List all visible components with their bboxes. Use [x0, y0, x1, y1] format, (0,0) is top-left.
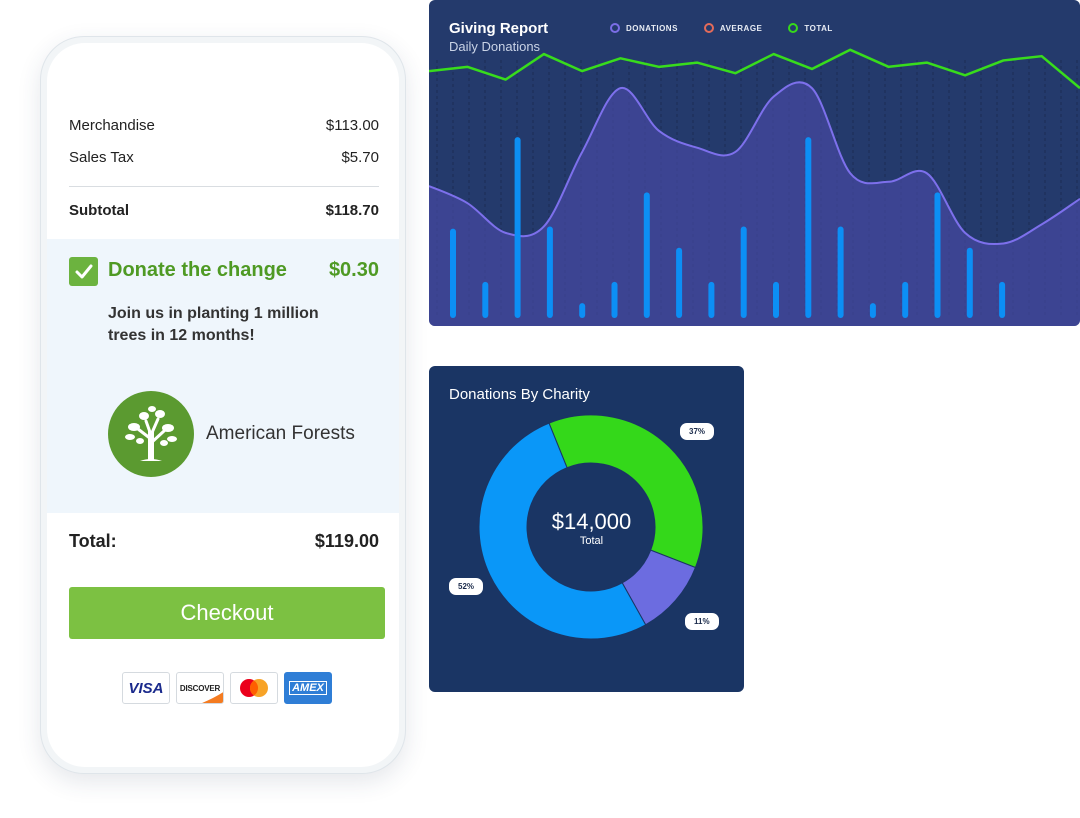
average-bar — [805, 137, 812, 318]
subtotal-row: Subtotal $118.70 — [69, 202, 379, 219]
payment-cards: VISA DISCOVER AMEX — [122, 672, 332, 704]
slice-label-37: 37% — [680, 423, 715, 440]
amex-logo: AMEX — [289, 681, 327, 695]
donate-message: Join us in planting 1 million trees in 1… — [108, 305, 319, 344]
report-subtitle: Daily Donations — [449, 39, 541, 54]
donate-panel: Donate the change $0.30 Join us in plant… — [47, 239, 399, 513]
legend-donations-label: DONATIONS — [626, 23, 678, 33]
average-bar — [740, 226, 747, 318]
donate-title: Donate the change — [108, 259, 287, 281]
giving-report-card: Giving Report Daily Donations DONATIONS … — [429, 0, 1080, 326]
total-value: $119.00 — [314, 531, 379, 551]
report-title: Giving Report — [449, 20, 549, 37]
average-bar — [579, 303, 586, 318]
donut-title: Donations By Charity — [449, 386, 590, 403]
sales-tax-label: Sales Tax — [69, 149, 134, 166]
merchandise-row: Merchandise $113.00 — [69, 117, 379, 134]
tree-icon — [125, 406, 177, 461]
average-bar — [837, 226, 844, 318]
legend-average-label: AVERAGE — [719, 23, 763, 33]
average-bar — [482, 281, 489, 318]
donations-by-charity-card: Donations By Charity $14,000 Total 37% 1… — [429, 366, 744, 692]
discover-swoosh-icon — [202, 692, 223, 703]
slice-52 — [478, 422, 647, 640]
legend-total-dot — [788, 23, 799, 33]
giving-report-chart — [429, 48, 1080, 326]
donate-amount: $0.30 — [328, 259, 379, 281]
slice-label-11: 11% — [685, 613, 719, 630]
legend-average: AVERAGE — [703, 23, 763, 33]
legend-total: TOTAL — [788, 23, 832, 33]
average-bar — [966, 247, 973, 318]
phone-frame: Merchandise $113.00 Sales Tax $5.70 Subt… — [40, 36, 406, 774]
donations-line — [429, 81, 1080, 246]
report-legend: DONATIONS AVERAGE TOTAL — [610, 23, 833, 33]
legend-donations: DONATIONS — [610, 23, 678, 33]
donations-area — [429, 82, 1080, 326]
average-bar — [450, 228, 456, 318]
visa-logo: VISA — [128, 679, 164, 697]
checkout-button[interactable]: Checkout — [69, 587, 385, 639]
merchandise-value: $113.00 — [325, 117, 379, 134]
sales-tax-value: $5.70 — [341, 149, 379, 166]
merchandise-label: Merchandise — [69, 117, 155, 134]
slice-37 — [548, 414, 704, 569]
legend-donations-dot — [610, 23, 620, 33]
donut-center-value: $14,000 — [551, 509, 632, 534]
total-line — [429, 48, 1080, 90]
donate-checkbox[interactable] — [69, 257, 98, 286]
mastercard-icon — [240, 679, 268, 697]
average-bar — [643, 192, 650, 318]
donations-donut-chart — [478, 414, 704, 640]
average-bar — [902, 281, 909, 318]
subtotal-label: Subtotal — [69, 202, 129, 219]
visa-card: VISA — [122, 672, 170, 704]
amex-card: AMEX — [284, 672, 332, 704]
average-bar — [676, 247, 683, 318]
total-row: Total: $119.00 — [69, 531, 379, 552]
divider — [69, 186, 379, 187]
slice-label-52: 52% — [449, 578, 484, 595]
average-bar — [934, 192, 941, 318]
discover-logo: DISCOVER — [179, 683, 221, 693]
legend-total-label: TOTAL — [804, 23, 833, 33]
average-bar — [546, 226, 553, 318]
donut-center-label: Total — [579, 535, 604, 547]
average-bar — [611, 281, 618, 318]
average-bar — [999, 281, 1006, 318]
average-bar — [869, 303, 876, 318]
average-bar — [773, 281, 779, 318]
average-bar — [708, 281, 715, 318]
subtotal-value: $118.70 — [325, 202, 379, 219]
discover-card: DISCOVER — [176, 672, 224, 704]
check-icon — [75, 264, 92, 278]
mastercard-card — [230, 672, 278, 704]
charity-logo — [108, 391, 194, 477]
charity-name: American Forests — [206, 423, 355, 444]
checkout-screen: Merchandise $113.00 Sales Tax $5.70 Subt… — [47, 43, 399, 767]
total-label: Total: — [69, 531, 117, 551]
average-bar — [514, 137, 521, 318]
legend-average-dot — [703, 23, 714, 33]
sales-tax-row: Sales Tax $5.70 — [69, 149, 379, 166]
